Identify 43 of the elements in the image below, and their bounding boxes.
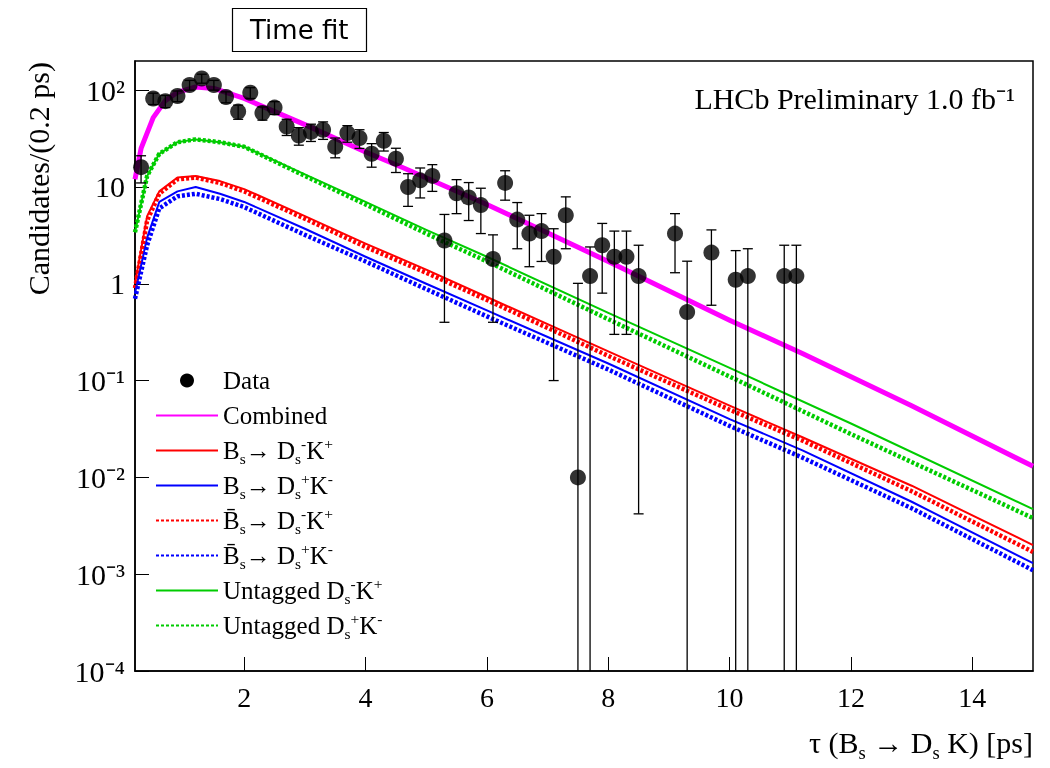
- point: [569, 469, 586, 486]
- point: [667, 225, 684, 242]
- point: [460, 189, 477, 206]
- point: [436, 232, 453, 249]
- point: [618, 248, 635, 265]
- x-tick-label: 6: [479, 681, 494, 713]
- point: [703, 244, 720, 261]
- point: [545, 248, 562, 265]
- point: [497, 174, 514, 191]
- point: [788, 268, 805, 285]
- point: [363, 145, 380, 162]
- legend-label: Data: [223, 367, 271, 394]
- point: [630, 268, 647, 285]
- annotation: LHCb Preliminary 1.0 fb⁻¹: [694, 81, 1015, 115]
- chart-title: Time fit: [249, 15, 349, 45]
- point: [387, 150, 404, 167]
- legend-label: Combined: [223, 402, 328, 429]
- x-tick-label: 14: [958, 681, 987, 713]
- x-tick-label: 2: [237, 681, 252, 713]
- point: [485, 251, 501, 268]
- point: [472, 197, 489, 214]
- y-axis-title: Candidates/(0.2 ps): [21, 62, 56, 296]
- point: [594, 237, 611, 254]
- y-tick-label: 1: [110, 267, 125, 301]
- y-tick-label: 10⁻¹: [76, 364, 125, 398]
- point: [557, 207, 574, 224]
- x-tick-label: 4: [358, 681, 373, 713]
- point: [582, 268, 599, 285]
- y-tick-label: 10⁻³: [76, 557, 125, 591]
- x-tick-label: 8: [601, 681, 616, 713]
- point: [509, 211, 526, 228]
- y-tick-label: 10: [95, 170, 125, 204]
- y-tick-label: 10²: [86, 73, 125, 107]
- x-tick-label: 12: [836, 681, 865, 713]
- point: [133, 159, 150, 176]
- x-tick-label: 10: [715, 681, 744, 713]
- point: [679, 304, 696, 321]
- point: [533, 223, 550, 240]
- point: [424, 167, 441, 184]
- y-tick-label: 10⁻⁴: [74, 654, 125, 688]
- y-tick-label: 10⁻²: [76, 460, 125, 494]
- point: [739, 268, 756, 285]
- point: [400, 178, 417, 195]
